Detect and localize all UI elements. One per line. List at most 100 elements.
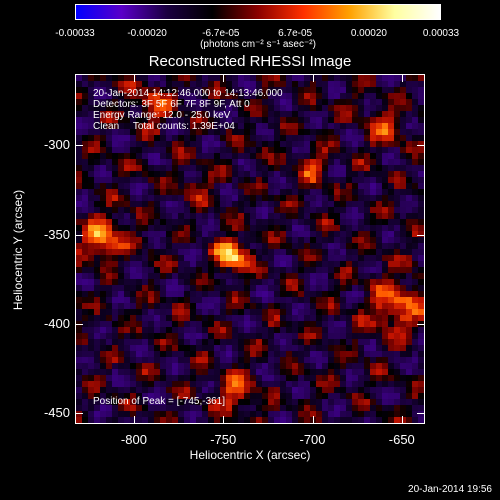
heatmap-cell bbox=[328, 255, 335, 262]
heatmap-cell bbox=[178, 267, 185, 274]
heatmap-cell bbox=[208, 171, 215, 178]
heatmap-cell bbox=[370, 195, 377, 202]
heatmap-cell bbox=[142, 249, 149, 256]
heatmap-cell bbox=[358, 321, 365, 328]
heatmap-cell bbox=[328, 297, 335, 304]
heatmap-cell bbox=[388, 315, 395, 322]
heatmap-cell bbox=[412, 375, 419, 382]
heatmap-cell bbox=[346, 135, 353, 142]
heatmap-cell bbox=[394, 201, 401, 208]
heatmap-cell bbox=[280, 273, 287, 280]
heatmap-cell bbox=[310, 333, 317, 340]
heatmap-cell bbox=[286, 405, 293, 412]
heatmap-cell bbox=[400, 183, 407, 190]
heatmap-cell bbox=[316, 117, 323, 124]
heatmap-cell bbox=[292, 75, 299, 82]
heatmap-cell bbox=[304, 81, 311, 88]
heatmap-cell bbox=[310, 285, 317, 292]
heatmap-cell bbox=[370, 75, 377, 82]
heatmap-cell bbox=[268, 375, 275, 382]
heatmap-cell bbox=[154, 195, 161, 202]
heatmap-cell bbox=[256, 381, 263, 388]
heatmap-cell bbox=[238, 213, 245, 220]
heatmap-cell bbox=[418, 93, 424, 100]
heatmap-cell bbox=[142, 231, 149, 238]
heatmap-cell bbox=[130, 327, 137, 334]
heatmap-cell bbox=[346, 213, 353, 220]
heatmap-cell bbox=[292, 297, 299, 304]
heatmap-cell bbox=[334, 231, 341, 238]
heatmap-cell bbox=[148, 195, 155, 202]
heatmap-cell bbox=[358, 261, 365, 268]
heatmap-cell bbox=[184, 87, 191, 94]
heatmap-cell bbox=[418, 123, 424, 130]
heatmap-cell bbox=[208, 81, 215, 88]
heatmap-cell bbox=[364, 75, 371, 82]
heatmap-cell bbox=[190, 249, 197, 256]
heatmap-cell bbox=[130, 225, 137, 232]
heatmap-cell bbox=[94, 213, 101, 220]
heatmap-cell bbox=[256, 189, 263, 196]
heatmap-cell bbox=[358, 105, 365, 112]
heatmap-cell bbox=[118, 183, 125, 190]
heatmap-cell bbox=[208, 105, 215, 112]
heatmap-cell bbox=[166, 267, 173, 274]
heatmap-cell bbox=[340, 177, 347, 184]
heatmap-cell bbox=[148, 81, 155, 88]
heatmap-cell bbox=[190, 177, 197, 184]
heatmap-cell bbox=[202, 327, 209, 334]
heatmap-cell bbox=[322, 81, 329, 88]
heatmap-cell bbox=[304, 123, 311, 130]
heatmap-cell bbox=[118, 375, 125, 382]
heatmap-cell bbox=[136, 195, 143, 202]
heatmap-cell bbox=[388, 369, 395, 376]
heatmap-cell bbox=[172, 249, 179, 256]
heatmap-cell bbox=[250, 225, 257, 232]
heatmap-cell bbox=[370, 231, 377, 238]
heatmap-cell bbox=[352, 297, 359, 304]
heatmap-cell bbox=[76, 255, 83, 262]
heatmap-cell bbox=[184, 321, 191, 328]
heatmap-cell bbox=[394, 219, 401, 226]
heatmap-cell bbox=[382, 243, 389, 250]
heatmap-cell bbox=[388, 225, 395, 232]
heatmap-cell bbox=[82, 81, 89, 88]
heatmap-cell bbox=[118, 291, 125, 298]
heatmap-cell bbox=[82, 279, 89, 286]
heatmap-cell bbox=[190, 297, 197, 304]
heatmap-cell bbox=[226, 81, 233, 88]
heatmap-cell bbox=[82, 117, 89, 124]
heatmap-cell bbox=[178, 387, 185, 394]
heatmap-cell bbox=[184, 189, 191, 196]
heatmap-cell bbox=[292, 279, 299, 286]
heatmap-cell bbox=[256, 399, 263, 406]
heatmap-cell bbox=[178, 201, 185, 208]
heatmap-cell bbox=[310, 381, 317, 388]
heatmap-cell bbox=[166, 375, 173, 382]
heatmap-cell bbox=[172, 357, 179, 364]
heatmap-cell bbox=[196, 387, 203, 394]
heatmap-cell bbox=[196, 333, 203, 340]
heatmap-cell bbox=[412, 159, 419, 166]
heatmap-cell bbox=[118, 243, 125, 250]
heatmap-cell bbox=[190, 147, 197, 154]
heatmap-cell bbox=[406, 117, 413, 124]
heatmap-cell bbox=[202, 393, 209, 400]
heatmap-cell bbox=[364, 417, 371, 423]
heatmap-cell bbox=[382, 399, 389, 406]
heatmap-cell bbox=[304, 207, 311, 214]
heatmap-cell bbox=[124, 369, 131, 376]
heatmap-cell bbox=[232, 261, 239, 268]
heatmap-cell bbox=[376, 393, 383, 400]
heatmap-cell bbox=[172, 405, 179, 412]
heatmap-cell bbox=[172, 183, 179, 190]
heatmap-cell bbox=[88, 165, 95, 172]
heatmap-cell bbox=[220, 267, 227, 274]
heatmap-cell bbox=[322, 219, 329, 226]
heatmap-cell bbox=[166, 213, 173, 220]
heatmap-cell bbox=[376, 375, 383, 382]
heatmap-cell bbox=[136, 255, 143, 262]
heatmap-cell bbox=[418, 291, 424, 298]
heatmap-cell bbox=[232, 81, 239, 88]
heatmap-cell bbox=[136, 339, 143, 346]
